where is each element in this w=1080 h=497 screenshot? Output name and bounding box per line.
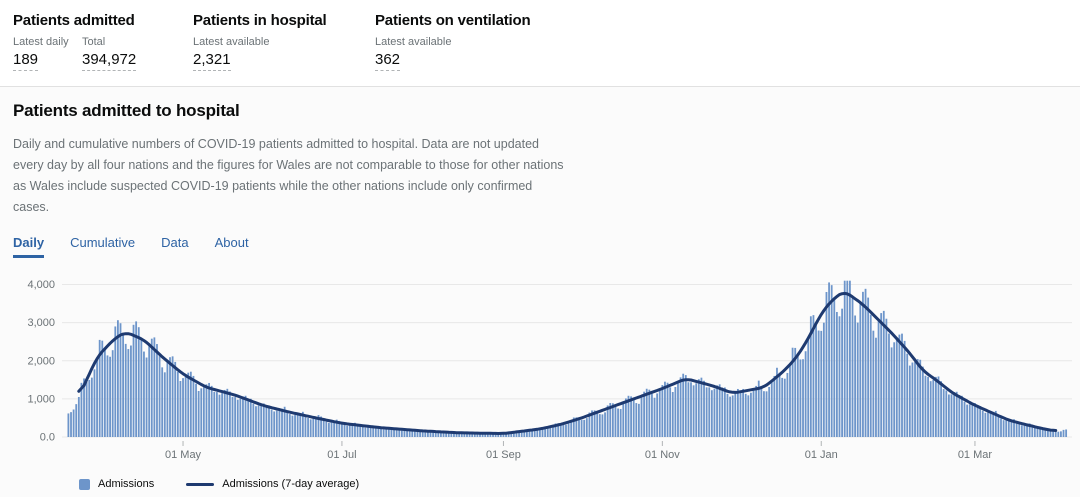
chart-legend: Admissions Admissions (7-day average) [13, 478, 1080, 490]
stat-metric: Latest available 362 [375, 36, 451, 71]
stat-metric: Latest daily 189 [13, 36, 82, 71]
svg-text:2,000: 2,000 [27, 355, 55, 367]
tab-bar: Daily Cumulative Data About [13, 235, 1080, 258]
stat-patients-admitted: Patients admitted Latest daily 189 Total… [13, 12, 193, 86]
stat-patients-on-ventilation: Patients on ventilation Latest available… [375, 12, 531, 86]
svg-text:01 Sep: 01 Sep [486, 449, 521, 461]
card-title: Patients admitted to hospital [13, 101, 240, 120]
legend-admissions-average: Admissions (7-day average) [186, 478, 359, 490]
admissions-chart[interactable]: 0.0 1,000 2,000 3,000 4,000 01 May 01 Jul 01 Se… [0, 267, 1080, 472]
svg-text:3,000: 3,000 [27, 317, 55, 329]
metric-value: 394,972 [82, 51, 137, 71]
metric-value: 362 [375, 51, 401, 71]
legend-admissions: Admissions [79, 478, 154, 490]
svg-text:0.0: 0.0 [40, 432, 55, 444]
admissions-card: Patients admitted to hospital Daily and … [0, 86, 1080, 497]
stat-title: Patients admitted [13, 12, 135, 29]
svg-text:4,000: 4,000 [27, 279, 55, 291]
tab-daily[interactable]: Daily [13, 235, 45, 258]
tab-data[interactable]: Data [161, 235, 189, 250]
svg-text:01 Mar: 01 Mar [958, 449, 993, 461]
line-swatch-icon [186, 482, 215, 486]
metric-label: Total [82, 36, 106, 48]
metric-label: Latest daily [13, 36, 69, 48]
metric-value: 2,321 [193, 51, 231, 71]
legend-label: Admissions [98, 478, 155, 490]
metric-label: Latest available [375, 36, 452, 48]
chart-canvas[interactable]: 0.0 1,000 2,000 3,000 4,000 01 May 01 Jul 01 Se… [0, 267, 1080, 467]
stat-patients-in-hospital: Patients in hospital Latest available 2,… [193, 12, 375, 86]
svg-text:1,000: 1,000 [27, 393, 55, 405]
card-description: Daily and cumulative numbers of COVID-19… [13, 137, 564, 214]
svg-text:01 Jul: 01 Jul [327, 449, 356, 461]
svg-text:01 May: 01 May [165, 449, 202, 461]
stat-metric: Latest available 2,321 [193, 36, 269, 71]
legend-label: Admissions (7-day average) [222, 478, 360, 490]
headline-stats: Patients admitted Latest daily 189 Total… [0, 0, 1080, 86]
tab-about[interactable]: About [214, 235, 249, 250]
stat-title: Patients in hospital [193, 12, 327, 29]
stat-metric: Total 394,972 [82, 36, 137, 71]
svg-text:01 Jan: 01 Jan [805, 449, 838, 461]
tab-cumulative[interactable]: Cumulative [70, 235, 136, 250]
metric-label: Latest available [193, 36, 270, 48]
stat-title: Patients on ventilation [375, 12, 531, 29]
bar-swatch-icon [79, 478, 90, 490]
svg-text:01 Nov: 01 Nov [645, 449, 680, 461]
metric-value: 189 [13, 51, 39, 71]
